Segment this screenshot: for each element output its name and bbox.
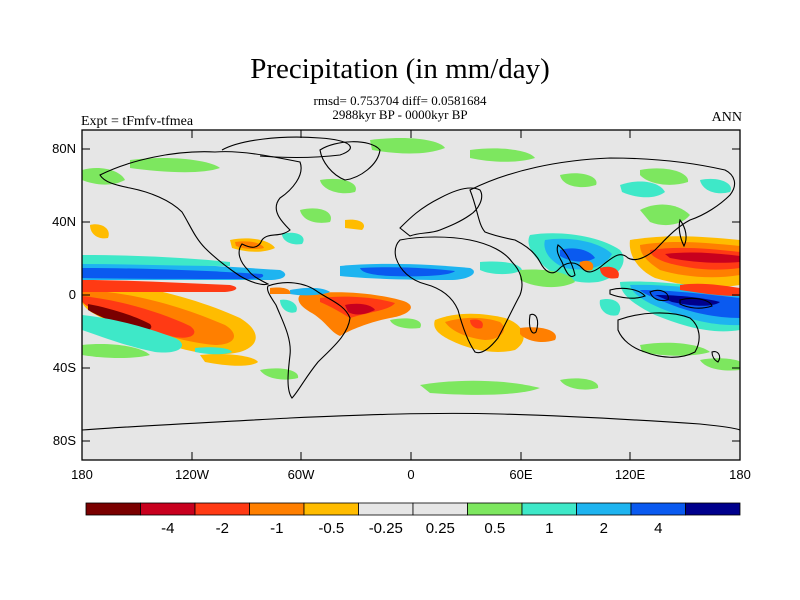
colorbar-swatch (194, 502, 250, 516)
colorbar-label: 2 (599, 520, 608, 537)
y-tick-80s: 80S (52, 433, 76, 448)
season-label: ANN (711, 110, 742, 125)
colorbar-swatch (521, 502, 577, 516)
y-tick-40s: 40S (52, 360, 76, 375)
colorbar-label: 0.5 (484, 520, 506, 537)
plot-title: Precipitation (in mm/day) (250, 53, 550, 85)
colorbar-label: -2 (215, 520, 229, 537)
colorbar-swatch (685, 502, 741, 516)
coastlines (82, 136, 740, 431)
period-line: 2988kyr BP - 0000kyr BP (332, 107, 468, 122)
colorbar-swatch (140, 502, 196, 516)
anomaly-field (82, 137, 740, 395)
x-tick-180w: 180 (71, 467, 93, 482)
x-tick-120w: 120W (175, 467, 209, 482)
colorbar (85, 502, 741, 516)
y-tick-80n: 80N (52, 141, 76, 156)
colorbar-swatch (303, 502, 359, 516)
y-tick-0: 0 (68, 287, 76, 302)
y-tick-40n: 40N (52, 214, 76, 229)
x-tick-60w: 60W (287, 467, 315, 482)
colorbar-label: 1 (545, 520, 554, 537)
stats-line: rmsd= 0.753704 diff= 0.0581684 (313, 93, 487, 108)
colorbar-label: -1 (270, 520, 284, 537)
axis-ticks (81, 130, 741, 460)
colorbar-swatch (630, 502, 686, 516)
x-tick-180e: 180 (729, 467, 751, 482)
colorbar-swatch (467, 502, 523, 516)
colorbar-label: 4 (654, 520, 663, 537)
x-tick-60e: 60E (509, 467, 533, 482)
colorbar-swatch (358, 502, 414, 516)
colorbar-label: -4 (161, 520, 175, 537)
colorbar-label: -0.25 (368, 520, 403, 537)
colorbar-label: 0.25 (425, 520, 455, 537)
x-tick-0: 0 (407, 467, 415, 482)
x-tick-120e: 120E (614, 467, 646, 482)
colorbar-swatch (249, 502, 305, 516)
colorbar-label: -0.5 (318, 520, 345, 537)
colorbar-swatch (576, 502, 632, 516)
colorbar-swatch (412, 502, 468, 516)
experiment-label: Expt = tFmfv-tfmea (81, 114, 194, 129)
colorbar-swatch (85, 502, 141, 516)
